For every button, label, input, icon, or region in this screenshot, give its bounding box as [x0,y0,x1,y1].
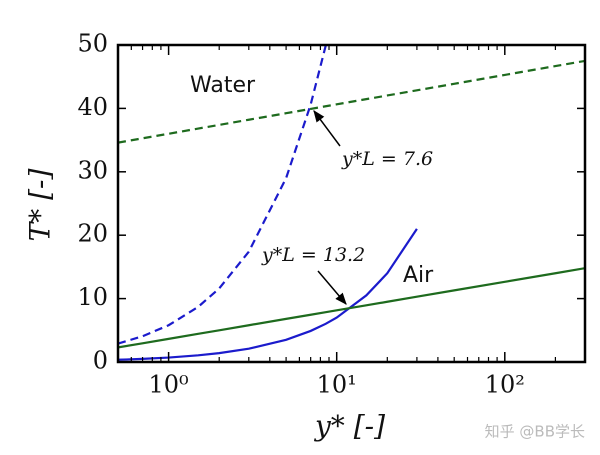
y-tick-label: 20 [77,220,108,248]
series-line [118,59,585,144]
annotation: y*L = 13.2 [261,244,365,266]
annotation: y*L = 7.6 [341,148,433,170]
y-tick-label: 10 [77,283,108,311]
x-axis-label: y* [-] [313,410,385,443]
plot-area [118,45,585,361]
arrow [317,270,347,305]
watermark: 知乎 @BB学长 [485,423,585,441]
x-tick-label: 10² [485,371,525,399]
annotation: Water [190,73,256,98]
series-line [118,267,585,349]
y-tick-label: 0 [93,347,108,375]
arrow [313,110,341,147]
y-axis-label: T* [-] [24,168,57,241]
y-tick-label: 30 [77,156,108,184]
annotation: Air [403,263,434,288]
y-tick-label: 50 [77,30,108,58]
frame [116,43,587,364]
x-tick-label: 10¹ [317,371,357,399]
x-tick-label: 10⁰ [149,371,189,399]
y-tick-label: 40 [77,93,108,121]
